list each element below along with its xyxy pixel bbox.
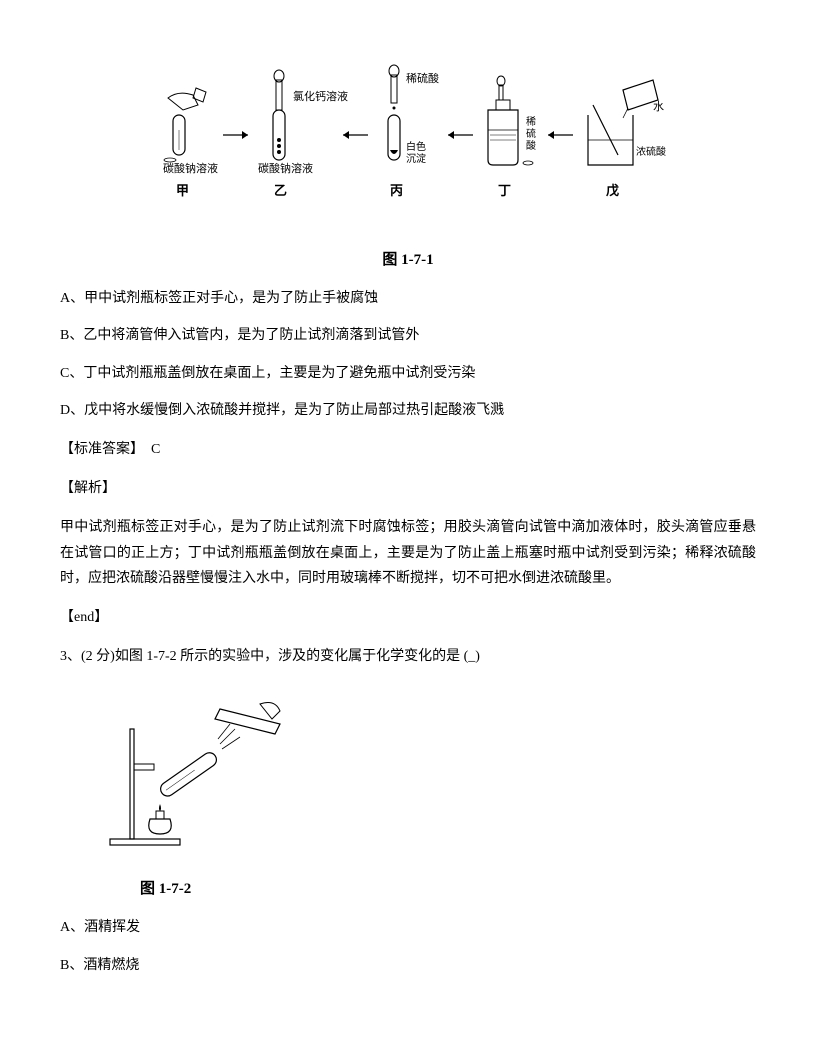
yi-caption-top: 氯化钙溶液: [293, 89, 348, 103]
bing-caption-top: 稀硫酸: [406, 71, 439, 85]
ding-caption-1: 稀: [526, 115, 536, 128]
answer-value: C: [151, 442, 160, 457]
q2-option-d: D、戊中将水缓慢倒入浓硫酸并搅拌，是为了防止局部过热引起酸液飞溅: [60, 398, 756, 423]
ding-caption-3: 酸: [526, 139, 536, 152]
q2-option-c: C、丁中试剂瓶瓶盖倒放在桌面上，主要是为了避免瓶中试剂受污染: [60, 361, 756, 386]
q3-text: 3、(2 分)如图 1-7-2 所示的实验中，涉及的变化属于化学变化的是 (_): [60, 644, 756, 669]
apparatus-diagram-2: [100, 689, 300, 859]
q2-end: 【end】: [60, 605, 756, 630]
bing-name: 丙: [390, 183, 403, 198]
answer-label: 【标准答案】: [60, 442, 144, 457]
yi-caption-bottom: 碳酸钠溶液: [258, 161, 313, 175]
wu-caption-side: 浓硫酸: [636, 145, 666, 158]
q2-answer: 【标准答案】 C: [60, 437, 756, 462]
q2-option-b: B、乙中将滴管伸入试管内，是为了防止试剂滴落到试管外: [60, 323, 756, 348]
q2-explain-text: 甲中试剂瓶标签正对手心，是为了防止试剂流下时腐蚀标签；用胶头滴管向试管中滴加液体…: [60, 515, 756, 591]
figure-2-label: 图 1-7-2: [140, 876, 756, 903]
q3-option-a: A、酒精挥发: [60, 915, 756, 940]
q3-option-b: B、酒精燃烧: [60, 953, 756, 978]
ding-name: 丁: [498, 183, 511, 198]
apparatus-diagram-1: 碳酸钠溶液 甲 氯化钙溶液 碳酸钠溶液 乙 稀硫酸 白色 沉淀: [148, 60, 668, 230]
q2-explain-label: 【解析】: [60, 476, 756, 501]
ding-caption-2: 硫: [526, 127, 536, 140]
jia-name: 甲: [176, 183, 189, 198]
figure-1-7-2: 图 1-7-2: [100, 689, 756, 903]
bing-caption-side-1: 白色: [406, 140, 426, 153]
q2-option-a: A、甲中试剂瓶标签正对手心，是为了防止手被腐蚀: [60, 286, 756, 311]
jia-caption: 碳酸钠溶液: [163, 161, 218, 175]
figure-1-label: 图 1-7-1: [60, 247, 756, 274]
wu-caption-top: 水: [653, 100, 664, 113]
yi-name: 乙: [274, 183, 287, 198]
wu-name: 戊: [605, 183, 619, 198]
bing-caption-side-2: 沉淀: [406, 152, 426, 165]
figure-1-7-1: 碳酸钠溶液 甲 氯化钙溶液 碳酸钠溶液 乙 稀硫酸 白色 沉淀: [60, 60, 756, 274]
